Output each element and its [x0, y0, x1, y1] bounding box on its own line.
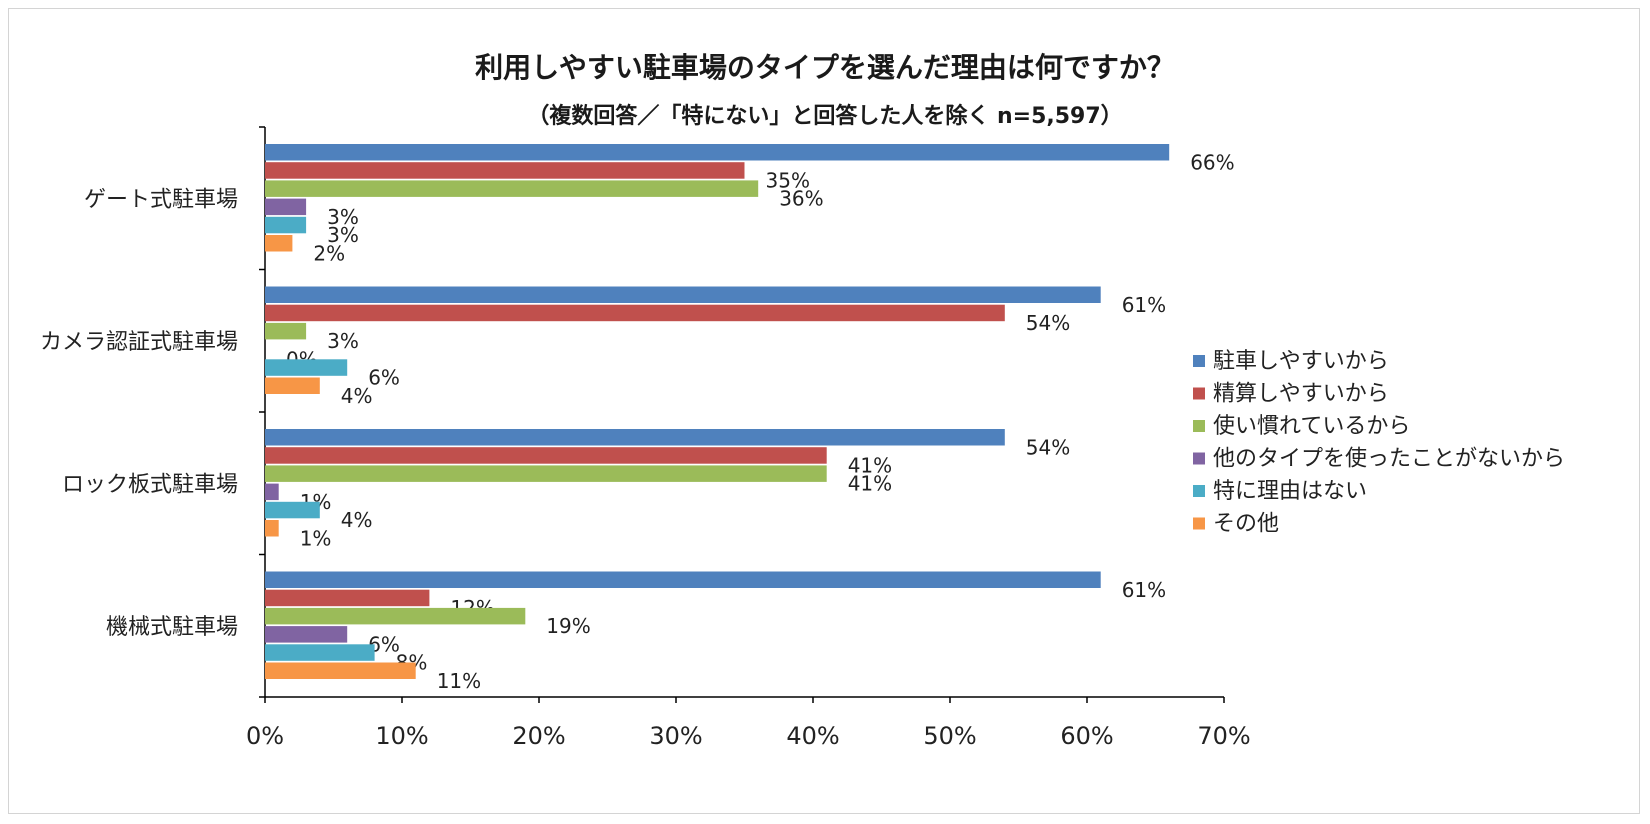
bar	[265, 235, 293, 252]
data-label: 61%	[1122, 293, 1166, 317]
chart-frame	[8, 8, 1640, 814]
x-tick-label: 30%	[649, 722, 702, 750]
bar	[265, 465, 827, 482]
bar	[265, 501, 320, 519]
legend-label: 駐車しやすいから	[1213, 349, 1389, 374]
chart-subtitle: （複数回答／「特にない」と回答した人を除く n=5,597）	[527, 104, 1123, 129]
bar	[265, 447, 827, 464]
bar	[265, 322, 307, 340]
category-label: 機械式駐車場	[106, 615, 238, 640]
bar	[265, 198, 307, 216]
bar	[265, 286, 1101, 303]
category-label: ロック板式駐車場	[62, 472, 238, 497]
data-label: 54%	[1026, 311, 1070, 335]
bar	[265, 180, 759, 197]
bar	[265, 626, 348, 643]
data-label: 3%	[327, 329, 359, 353]
bar	[265, 607, 526, 625]
bar	[265, 216, 307, 234]
legend-swatch	[1193, 485, 1205, 497]
data-label: 54%	[1026, 435, 1070, 459]
bar	[265, 429, 1005, 446]
data-label: 3%	[327, 205, 359, 229]
bar	[265, 359, 348, 376]
x-tick-label: 0%	[246, 722, 284, 750]
data-label: 6%	[368, 366, 400, 390]
bar	[265, 162, 745, 179]
x-tick-label: 10%	[375, 722, 428, 750]
legend-swatch	[1193, 387, 1205, 400]
data-label: 36%	[779, 187, 823, 211]
data-label: 3%	[327, 223, 359, 247]
x-tick-label: 40%	[786, 722, 839, 750]
bar	[265, 662, 416, 679]
legend-swatch	[1193, 355, 1205, 367]
bar	[265, 377, 320, 394]
bar	[265, 144, 1170, 161]
data-label: 2%	[313, 241, 345, 265]
bar	[265, 571, 1101, 588]
category-label: カメラ認証式駐車場	[40, 330, 238, 355]
data-label: 1%	[300, 526, 332, 550]
legend-label: 他のタイプを使ったことがないから	[1213, 447, 1565, 472]
data-label: 4%	[341, 384, 373, 408]
data-label: 4%	[341, 508, 373, 532]
bar	[265, 589, 430, 607]
data-label: 66%	[1190, 150, 1234, 174]
data-label: 61%	[1122, 578, 1166, 602]
legend-swatch	[1193, 517, 1205, 530]
legend-label: その他	[1213, 512, 1279, 537]
chart-title: 利用しやすい駐車場のタイプを選んだ理由は何ですか？	[475, 51, 1175, 84]
legend-label: 精算しやすいから	[1213, 382, 1389, 407]
legend-label: 特に理由はない	[1213, 479, 1367, 504]
legend-swatch	[1193, 420, 1205, 432]
data-label: 41%	[848, 472, 892, 496]
data-label: 19%	[546, 614, 590, 638]
x-tick-label: 50%	[923, 722, 976, 750]
x-tick-label: 20%	[512, 722, 565, 750]
x-tick-label: 70%	[1197, 722, 1250, 750]
bar	[265, 483, 279, 501]
x-tick-label: 60%	[1060, 722, 1113, 750]
bar	[265, 304, 1005, 322]
category-label: ゲート式駐車場	[84, 187, 238, 212]
data-label: 11%	[437, 669, 481, 693]
data-label: 41%	[848, 453, 892, 477]
bar	[265, 644, 375, 661]
legend-swatch	[1193, 452, 1205, 465]
legend-label: 使い慣れているから	[1213, 414, 1410, 439]
bar	[265, 520, 279, 537]
data-label: 35%	[766, 168, 810, 192]
